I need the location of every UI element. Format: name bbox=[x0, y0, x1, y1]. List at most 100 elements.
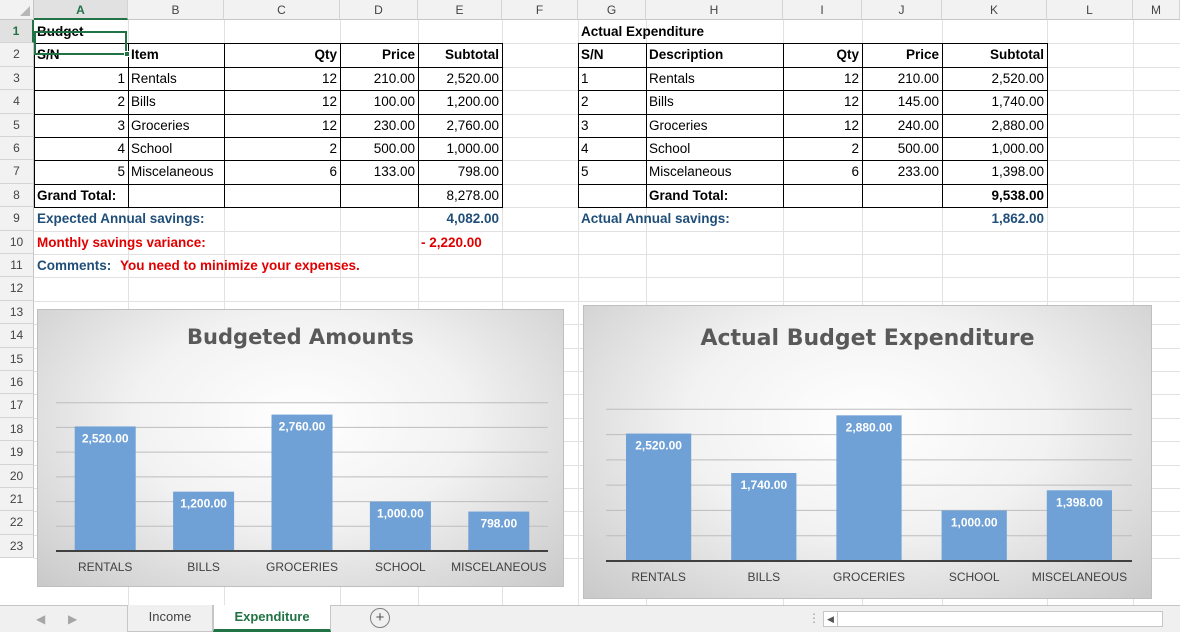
sn-cell[interactable]: 5 bbox=[117, 164, 125, 180]
sn-cell[interactable]: 5 bbox=[581, 164, 589, 180]
price-cell[interactable]: 145.00 bbox=[897, 94, 939, 110]
row-header[interactable]: 22 bbox=[0, 511, 34, 535]
item-cell[interactable]: Bills bbox=[131, 94, 156, 110]
grand-total-value[interactable]: 8,278.00 bbox=[446, 187, 499, 203]
header-cell[interactable]: Price bbox=[381, 47, 415, 63]
row-header[interactable]: 10 bbox=[0, 230, 34, 254]
price-cell[interactable]: 240.00 bbox=[897, 117, 939, 133]
grand-total-label[interactable]: Grand Total: bbox=[37, 187, 117, 203]
comments-text[interactable]: You need to minimize your expenses. bbox=[120, 258, 360, 273]
header-cell[interactable]: Qty bbox=[314, 47, 337, 63]
expected-savings-value[interactable]: 4,082.00 bbox=[446, 211, 499, 227]
comments-label[interactable]: Comments: bbox=[37, 258, 112, 273]
column-header[interactable]: F bbox=[502, 0, 578, 20]
column-header[interactable]: B bbox=[128, 0, 224, 20]
chart-bar[interactable] bbox=[369, 501, 431, 551]
header-cell[interactable]: Subtotal bbox=[445, 47, 499, 63]
price-cell[interactable]: 500.00 bbox=[373, 141, 415, 156]
price-cell[interactable]: 230.00 bbox=[373, 117, 415, 133]
price-cell[interactable]: 210.00 bbox=[897, 70, 939, 86]
qty-cell[interactable]: 12 bbox=[843, 70, 859, 86]
row-header[interactable]: 15 bbox=[0, 347, 34, 371]
tab-expenditure[interactable]: Expenditure bbox=[213, 605, 331, 632]
column-header[interactable]: H bbox=[646, 0, 783, 20]
actual-expenditure-chart[interactable]: Actual Budget Expenditure 2,520.00 RENTAL… bbox=[583, 305, 1152, 599]
column-header[interactable]: M bbox=[1133, 0, 1180, 20]
column-header[interactable]: K bbox=[942, 0, 1047, 20]
column-header[interactable]: C bbox=[224, 0, 340, 20]
item-cell[interactable]: School bbox=[131, 141, 173, 156]
header-cell[interactable]: S/N bbox=[581, 47, 604, 63]
row-header[interactable]: 20 bbox=[0, 464, 34, 488]
item-cell[interactable]: Groceries bbox=[131, 117, 190, 133]
subtotal-cell[interactable]: 1,200.00 bbox=[446, 94, 499, 110]
column-header[interactable]: J bbox=[862, 0, 942, 20]
subtotal-cell[interactable]: 1,740.00 bbox=[991, 94, 1044, 110]
column-header[interactable]: L bbox=[1047, 0, 1133, 20]
row-header[interactable]: 7 bbox=[0, 160, 34, 184]
row-header[interactable]: 1 bbox=[0, 20, 34, 44]
row-header[interactable]: 18 bbox=[0, 417, 34, 442]
qty-cell[interactable]: 12 bbox=[321, 70, 337, 86]
row-header[interactable]: 9 bbox=[0, 207, 34, 231]
description-cell[interactable]: Bills bbox=[649, 94, 674, 110]
column-header[interactable]: D bbox=[340, 0, 418, 20]
row-header[interactable]: 11 bbox=[0, 254, 34, 278]
actual-savings-label[interactable]: Actual Annual savings: bbox=[581, 211, 730, 227]
description-cell[interactable]: School bbox=[649, 141, 691, 156]
description-cell[interactable]: Groceries bbox=[649, 117, 708, 133]
price-cell[interactable]: 500.00 bbox=[897, 141, 939, 156]
chart-bar[interactable] bbox=[731, 473, 797, 561]
column-header[interactable]: I bbox=[783, 0, 862, 20]
chart-bar[interactable] bbox=[836, 415, 902, 561]
budgeted-amounts-chart[interactable]: Budgeted Amounts 2,520.00 RENTALS 1,200.00… bbox=[37, 309, 564, 587]
qty-cell[interactable]: 6 bbox=[329, 164, 337, 180]
header-cell[interactable]: Description bbox=[649, 47, 724, 63]
chart-bar[interactable] bbox=[271, 414, 333, 551]
variance-label[interactable]: Monthly savings variance: bbox=[37, 234, 206, 250]
item-cell[interactable]: Miscelaneous bbox=[131, 164, 214, 180]
qty-cell[interactable]: 12 bbox=[321, 117, 337, 133]
sn-cell[interactable]: 3 bbox=[117, 117, 125, 133]
row-header[interactable]: 13 bbox=[0, 300, 34, 325]
expected-savings-label[interactable]: Expected Annual savings: bbox=[37, 211, 205, 227]
qty-cell[interactable]: 2 bbox=[329, 141, 337, 156]
row-header[interactable]: 16 bbox=[0, 371, 34, 395]
subtotal-cell[interactable]: 1,398.00 bbox=[991, 164, 1044, 180]
header-cell[interactable]: Qty bbox=[836, 47, 859, 63]
active-cell-selection[interactable] bbox=[34, 31, 127, 55]
horizontal-scrollbar[interactable]: ◀ bbox=[823, 611, 1163, 627]
row-header[interactable]: 5 bbox=[0, 113, 34, 137]
chart-bar[interactable] bbox=[173, 491, 235, 551]
splitter-dots-icon[interactable]: ⋮ bbox=[808, 611, 820, 625]
header-cell[interactable]: Item bbox=[131, 47, 159, 63]
description-cell[interactable]: Miscelaneous bbox=[649, 164, 732, 180]
chart-bar[interactable] bbox=[1046, 490, 1113, 561]
chart-bar[interactable] bbox=[468, 511, 530, 551]
description-cell[interactable]: Rentals bbox=[649, 70, 695, 86]
item-cell[interactable]: Rentals bbox=[131, 70, 177, 86]
row-header[interactable]: 8 bbox=[0, 183, 34, 208]
sn-cell[interactable]: 4 bbox=[581, 141, 589, 156]
row-header[interactable]: 3 bbox=[0, 66, 34, 91]
column-header[interactable]: G bbox=[578, 0, 646, 20]
row-header[interactable]: 6 bbox=[0, 137, 34, 161]
fill-handle[interactable] bbox=[124, 51, 130, 57]
row-header[interactable]: 17 bbox=[0, 394, 34, 418]
subtotal-cell[interactable]: 2,520.00 bbox=[446, 70, 499, 86]
sn-cell[interactable]: 2 bbox=[117, 94, 125, 110]
row-header[interactable]: 12 bbox=[0, 277, 34, 301]
row-header[interactable]: 19 bbox=[0, 441, 34, 465]
sn-cell[interactable]: 3 bbox=[581, 117, 589, 133]
qty-cell[interactable]: 12 bbox=[843, 94, 859, 110]
select-all-corner[interactable] bbox=[0, 0, 34, 20]
price-cell[interactable]: 100.00 bbox=[373, 94, 415, 110]
grand-total-label[interactable]: Grand Total: bbox=[649, 187, 729, 203]
grand-total-value[interactable]: 9,538.00 bbox=[991, 187, 1044, 203]
row-header[interactable]: 23 bbox=[0, 534, 34, 559]
tab-scroll-right-icon[interactable]: ▶ bbox=[68, 612, 78, 626]
row-header[interactable]: 4 bbox=[0, 90, 34, 114]
row-header[interactable]: 2 bbox=[0, 43, 34, 67]
header-cell[interactable]: Price bbox=[905, 47, 939, 63]
price-cell[interactable]: 210.00 bbox=[373, 70, 415, 86]
